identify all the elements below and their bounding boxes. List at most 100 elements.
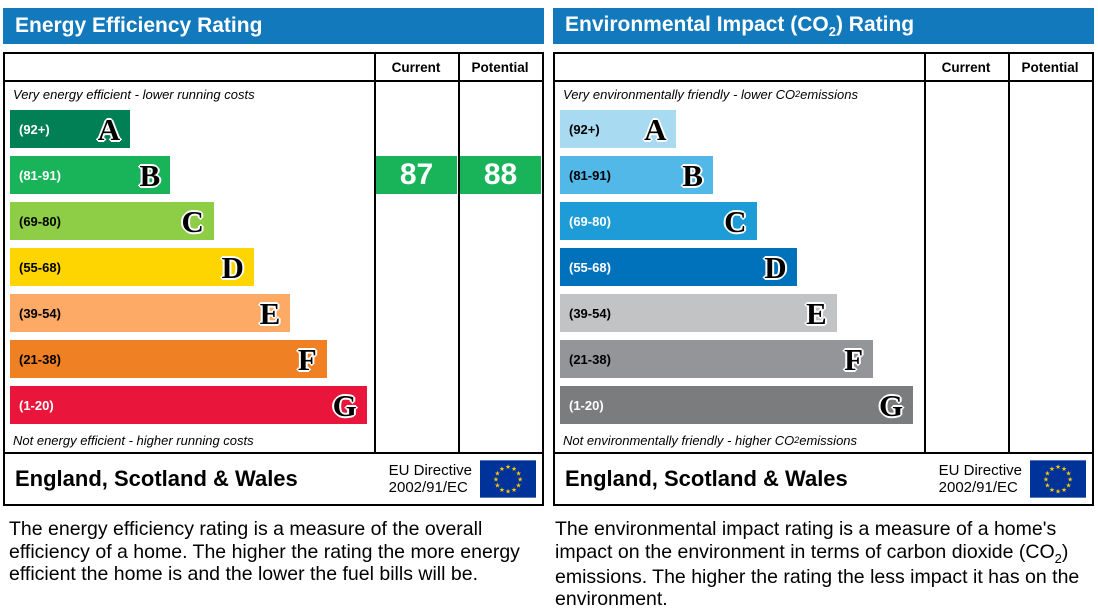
svg-text:★: ★ [495, 481, 501, 489]
chart-footer: England, Scotland & Wales EU Directive 2… [5, 452, 542, 504]
current-column-header: Current [374, 54, 458, 82]
header-blank-cell [555, 54, 924, 82]
svg-text:★: ★ [1045, 469, 1051, 477]
band-letter: G [878, 387, 904, 423]
band-letter: C [724, 203, 747, 239]
band-bar-a: (92+) A [10, 110, 131, 148]
potential-column-header: Potential [458, 54, 542, 82]
band-range-label: (69-80) [569, 213, 611, 229]
band-bar-g: (1-20) G [10, 386, 367, 424]
band-bar-b: (81-91) B [10, 156, 171, 194]
svg-text:★: ★ [1045, 481, 1051, 489]
charts-row: Energy Efficiency Rating Current Potenti… [3, 8, 1094, 506]
bottom-note: Not energy efficient - higher running co… [13, 432, 254, 448]
environmental-impact-panel: Environmental Impact (CO2) Rating Curren… [553, 8, 1094, 506]
svg-text:★: ★ [1055, 463, 1061, 471]
band-letter: A [644, 111, 667, 147]
svg-text:★: ★ [517, 475, 523, 483]
current-column-divider [924, 54, 1008, 452]
potential-column-divider [1008, 54, 1092, 452]
footer-region-label: England, Scotland & Wales [15, 466, 298, 491]
co2-rating-grid: Current Potential Very environmentally f… [555, 54, 1092, 452]
band-range-label: (1-20) [19, 397, 54, 413]
band-row-g: (1-20) G [555, 382, 924, 428]
chart-footer: England, Scotland & Wales EU Directive 2… [555, 452, 1092, 504]
band-bar-e: (39-54) E [560, 294, 837, 332]
band-row-c: (69-80) C [5, 198, 374, 244]
band-range-label: (55-68) [19, 259, 61, 275]
band-letter: E [259, 295, 281, 331]
svg-text:★: ★ [505, 487, 511, 495]
top-note: Very environmentally friendly - lower CO… [563, 86, 858, 102]
band-bar-f: (21-38) F [560, 340, 874, 378]
energy-efficiency-description: The energy efficiency rating is a measur… [9, 518, 520, 586]
band-range-label: (1-20) [569, 397, 604, 413]
band-letter: F [297, 341, 317, 377]
svg-text:★: ★ [1049, 465, 1055, 473]
top-note: Very energy efficient - lower running co… [13, 86, 255, 102]
band-row-d: (55-68) D [555, 244, 924, 290]
eu-directive-label: EU Directive 2002/91/EC [389, 462, 472, 497]
band-bar-e: (39-54) E [10, 294, 291, 332]
environmental-impact-title: Environmental Impact (CO2) Rating [565, 12, 915, 40]
energy-efficiency-title: Energy Efficiency Rating [15, 14, 263, 37]
energy-efficiency-chart: Current Potential Very energy efficient … [3, 52, 544, 506]
band-range-label: (21-38) [569, 351, 611, 367]
svg-text:★: ★ [1066, 469, 1072, 477]
band-range-label: (55-68) [569, 259, 611, 275]
svg-text:★: ★ [1061, 486, 1067, 494]
band-row-b: (81-91) B [555, 152, 924, 198]
svg-text:★: ★ [1055, 487, 1061, 495]
eu-directive-line2: 2002/91/EC [388, 479, 468, 496]
band-letter: G [332, 387, 357, 423]
eu-flag-icon: ★ ★★ ★★★ ★★★ ★★★ [1030, 460, 1086, 498]
eu-directive-line2: 2002/91/EC [938, 479, 1018, 496]
band-letter: A [97, 111, 121, 147]
band-row-f: (21-38) F [555, 336, 924, 382]
svg-text:★: ★ [516, 481, 522, 489]
svg-text:★: ★ [1067, 475, 1073, 483]
header-blank-cell [5, 54, 374, 82]
eu-directive-line1: EU Directive [938, 461, 1022, 479]
svg-text:★: ★ [1049, 486, 1055, 494]
band-row-d: (55-68) D [5, 244, 374, 290]
band-letter: F [844, 341, 864, 377]
current-column-header: Current [924, 54, 1008, 82]
eu-directive-label: EU Directive 2002/91/EC [939, 462, 1022, 497]
svg-text:★: ★ [495, 469, 501, 477]
potential-column-header: Potential [1008, 54, 1092, 82]
environmental-impact-description: The environmental impact rating is a mea… [555, 518, 1080, 611]
svg-text:★: ★ [516, 469, 522, 477]
current-rating-indicator: 87 [376, 156, 457, 194]
svg-text:★: ★ [1061, 465, 1067, 473]
band-range-label: (39-54) [19, 305, 61, 321]
band-letter: D [221, 249, 244, 285]
band-row-e: (39-54) E [555, 290, 924, 336]
band-letter: B [682, 157, 703, 193]
svg-text:★: ★ [511, 465, 517, 473]
band-letter: E [805, 295, 827, 331]
band-row-e: (39-54) E [5, 290, 374, 336]
bottom-note: Not environmentally friendly - higher CO… [563, 432, 858, 448]
band-letter: C [181, 203, 204, 239]
band-bar-c: (69-80) C [560, 202, 757, 240]
svg-text:★: ★ [511, 486, 517, 494]
band-bar-d: (55-68) D [560, 248, 797, 286]
svg-text:★: ★ [1066, 481, 1072, 489]
band-row-a: (92+) A [555, 106, 924, 152]
potential-rating-indicator: 88 [460, 156, 541, 194]
band-bar-g: (1-20) G [560, 386, 914, 424]
band-bar-d: (55-68) D [10, 248, 254, 286]
current-column-divider [374, 54, 458, 452]
svg-text:★: ★ [505, 463, 511, 471]
environmental-impact-title-bar: Environmental Impact (CO2) Rating [553, 8, 1094, 44]
potential-column-divider [458, 54, 542, 452]
environmental-impact-chart: Current Potential Very environmentally f… [553, 52, 1094, 506]
band-row-g: (1-20) G [5, 382, 374, 428]
band-row-b: (81-91) B [5, 152, 374, 198]
energy-rating-grid: Current Potential Very energy efficient … [5, 54, 542, 452]
band-range-label: (92+) [569, 121, 600, 137]
svg-text:★: ★ [1043, 475, 1049, 483]
svg-text:★: ★ [499, 486, 505, 494]
band-letter: D [764, 249, 787, 285]
